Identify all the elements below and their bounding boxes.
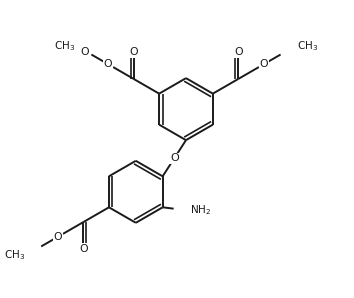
Text: CH$_3$: CH$_3$ bbox=[297, 39, 318, 52]
Text: O: O bbox=[170, 153, 179, 163]
Text: O: O bbox=[129, 47, 138, 57]
Text: O: O bbox=[79, 244, 88, 254]
Text: O: O bbox=[80, 46, 89, 57]
Text: O: O bbox=[259, 59, 268, 69]
Text: O: O bbox=[104, 59, 112, 69]
Text: CH$_3$: CH$_3$ bbox=[54, 39, 75, 52]
Text: O: O bbox=[234, 47, 243, 57]
Text: CH$_3$: CH$_3$ bbox=[4, 248, 25, 262]
Text: NH$_2$: NH$_2$ bbox=[190, 203, 211, 217]
Text: O: O bbox=[53, 232, 62, 242]
